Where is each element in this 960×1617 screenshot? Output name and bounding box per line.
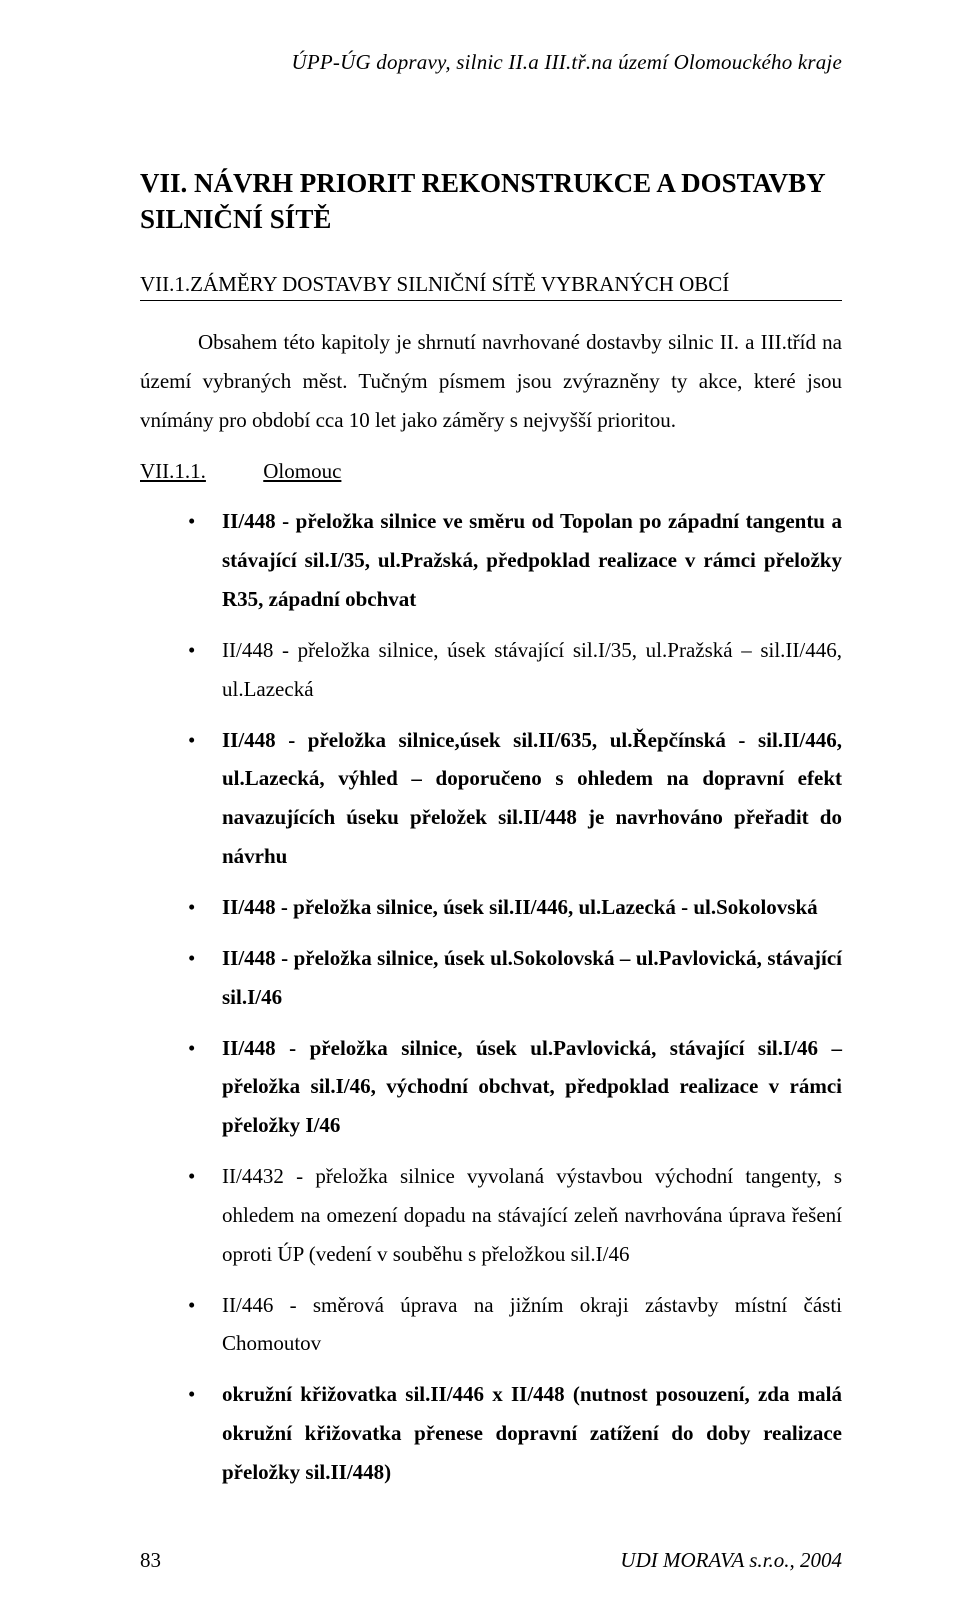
list-item: II/448 - přeložka silnice, úsek ul.Pavlo… bbox=[188, 1029, 842, 1146]
list-item-text: II/448 - přeložka silnice, úsek sil.II/4… bbox=[222, 895, 818, 919]
subsubsection-number: VII.1.1. bbox=[140, 459, 258, 484]
page-number: 83 bbox=[140, 1548, 161, 1573]
list-item-text: II/446 - směrová úprava na jižním okraji… bbox=[222, 1293, 842, 1356]
list-item: II/448 - přeložka silnice,úsek sil.II/63… bbox=[188, 721, 842, 876]
list-item: II/446 - směrová úprava na jižním okraji… bbox=[188, 1286, 842, 1364]
page-footer: 83 UDI MORAVA s.r.o., 2004 bbox=[140, 1548, 842, 1573]
list-item: II/448 - přeložka silnice, úsek sil.II/4… bbox=[188, 888, 842, 927]
section-title: VII. NÁVRH PRIORIT REKONSTRUKCE A DOSTAV… bbox=[140, 165, 842, 238]
footer-source: UDI MORAVA s.r.o., 2004 bbox=[620, 1548, 842, 1573]
list-item-text: II/448 - přeložka silnice,úsek sil.II/63… bbox=[222, 728, 842, 869]
list-item-text: okružní křižovatka sil.II/446 x II/448 (… bbox=[222, 1382, 842, 1484]
running-header: ÚPP-ÚG dopravy, silnic II.a III.tř.na úz… bbox=[140, 50, 842, 75]
intro-paragraph: Obsahem této kapitoly je shrnutí navrhov… bbox=[140, 323, 842, 440]
intro-text: Obsahem této kapitoly je shrnutí navrhov… bbox=[140, 330, 842, 432]
list-item-text: II/448 - přeložka silnice, úsek ul.Pavlo… bbox=[222, 1036, 842, 1138]
list-item: II/448 - přeložka silnice ve směru od To… bbox=[188, 502, 842, 619]
list-item: II/4432 - přeložka silnice vyvolaná výst… bbox=[188, 1157, 842, 1274]
list-item-text: II/448 - přeložka silnice, úsek ul.Sokol… bbox=[222, 946, 842, 1009]
subsection-title: VII.1.ZÁMĚRY DOSTAVBY SILNIČNÍ SÍTĚ VYBR… bbox=[140, 272, 842, 301]
document-page: ÚPP-ÚG dopravy, silnic II.a III.tř.na úz… bbox=[0, 0, 960, 1617]
list-item-text: II/4432 - přeložka silnice vyvolaná výst… bbox=[222, 1164, 842, 1266]
bullet-list: II/448 - přeložka silnice ve směru od To… bbox=[140, 502, 842, 1491]
subsubsection-heading: VII.1.1. Olomouc bbox=[140, 459, 842, 484]
list-item-text: II/448 - přeložka silnice ve směru od To… bbox=[222, 509, 842, 611]
list-item: okružní křižovatka sil.II/446 x II/448 (… bbox=[188, 1375, 842, 1492]
list-item: II/448 - přeložka silnice, úsek ul.Sokol… bbox=[188, 939, 842, 1017]
subsubsection-label: Olomouc bbox=[263, 459, 341, 483]
list-item: II/448 - přeložka silnice, úsek stávajíc… bbox=[188, 631, 842, 709]
list-item-text: II/448 - přeložka silnice, úsek stávajíc… bbox=[222, 638, 842, 701]
